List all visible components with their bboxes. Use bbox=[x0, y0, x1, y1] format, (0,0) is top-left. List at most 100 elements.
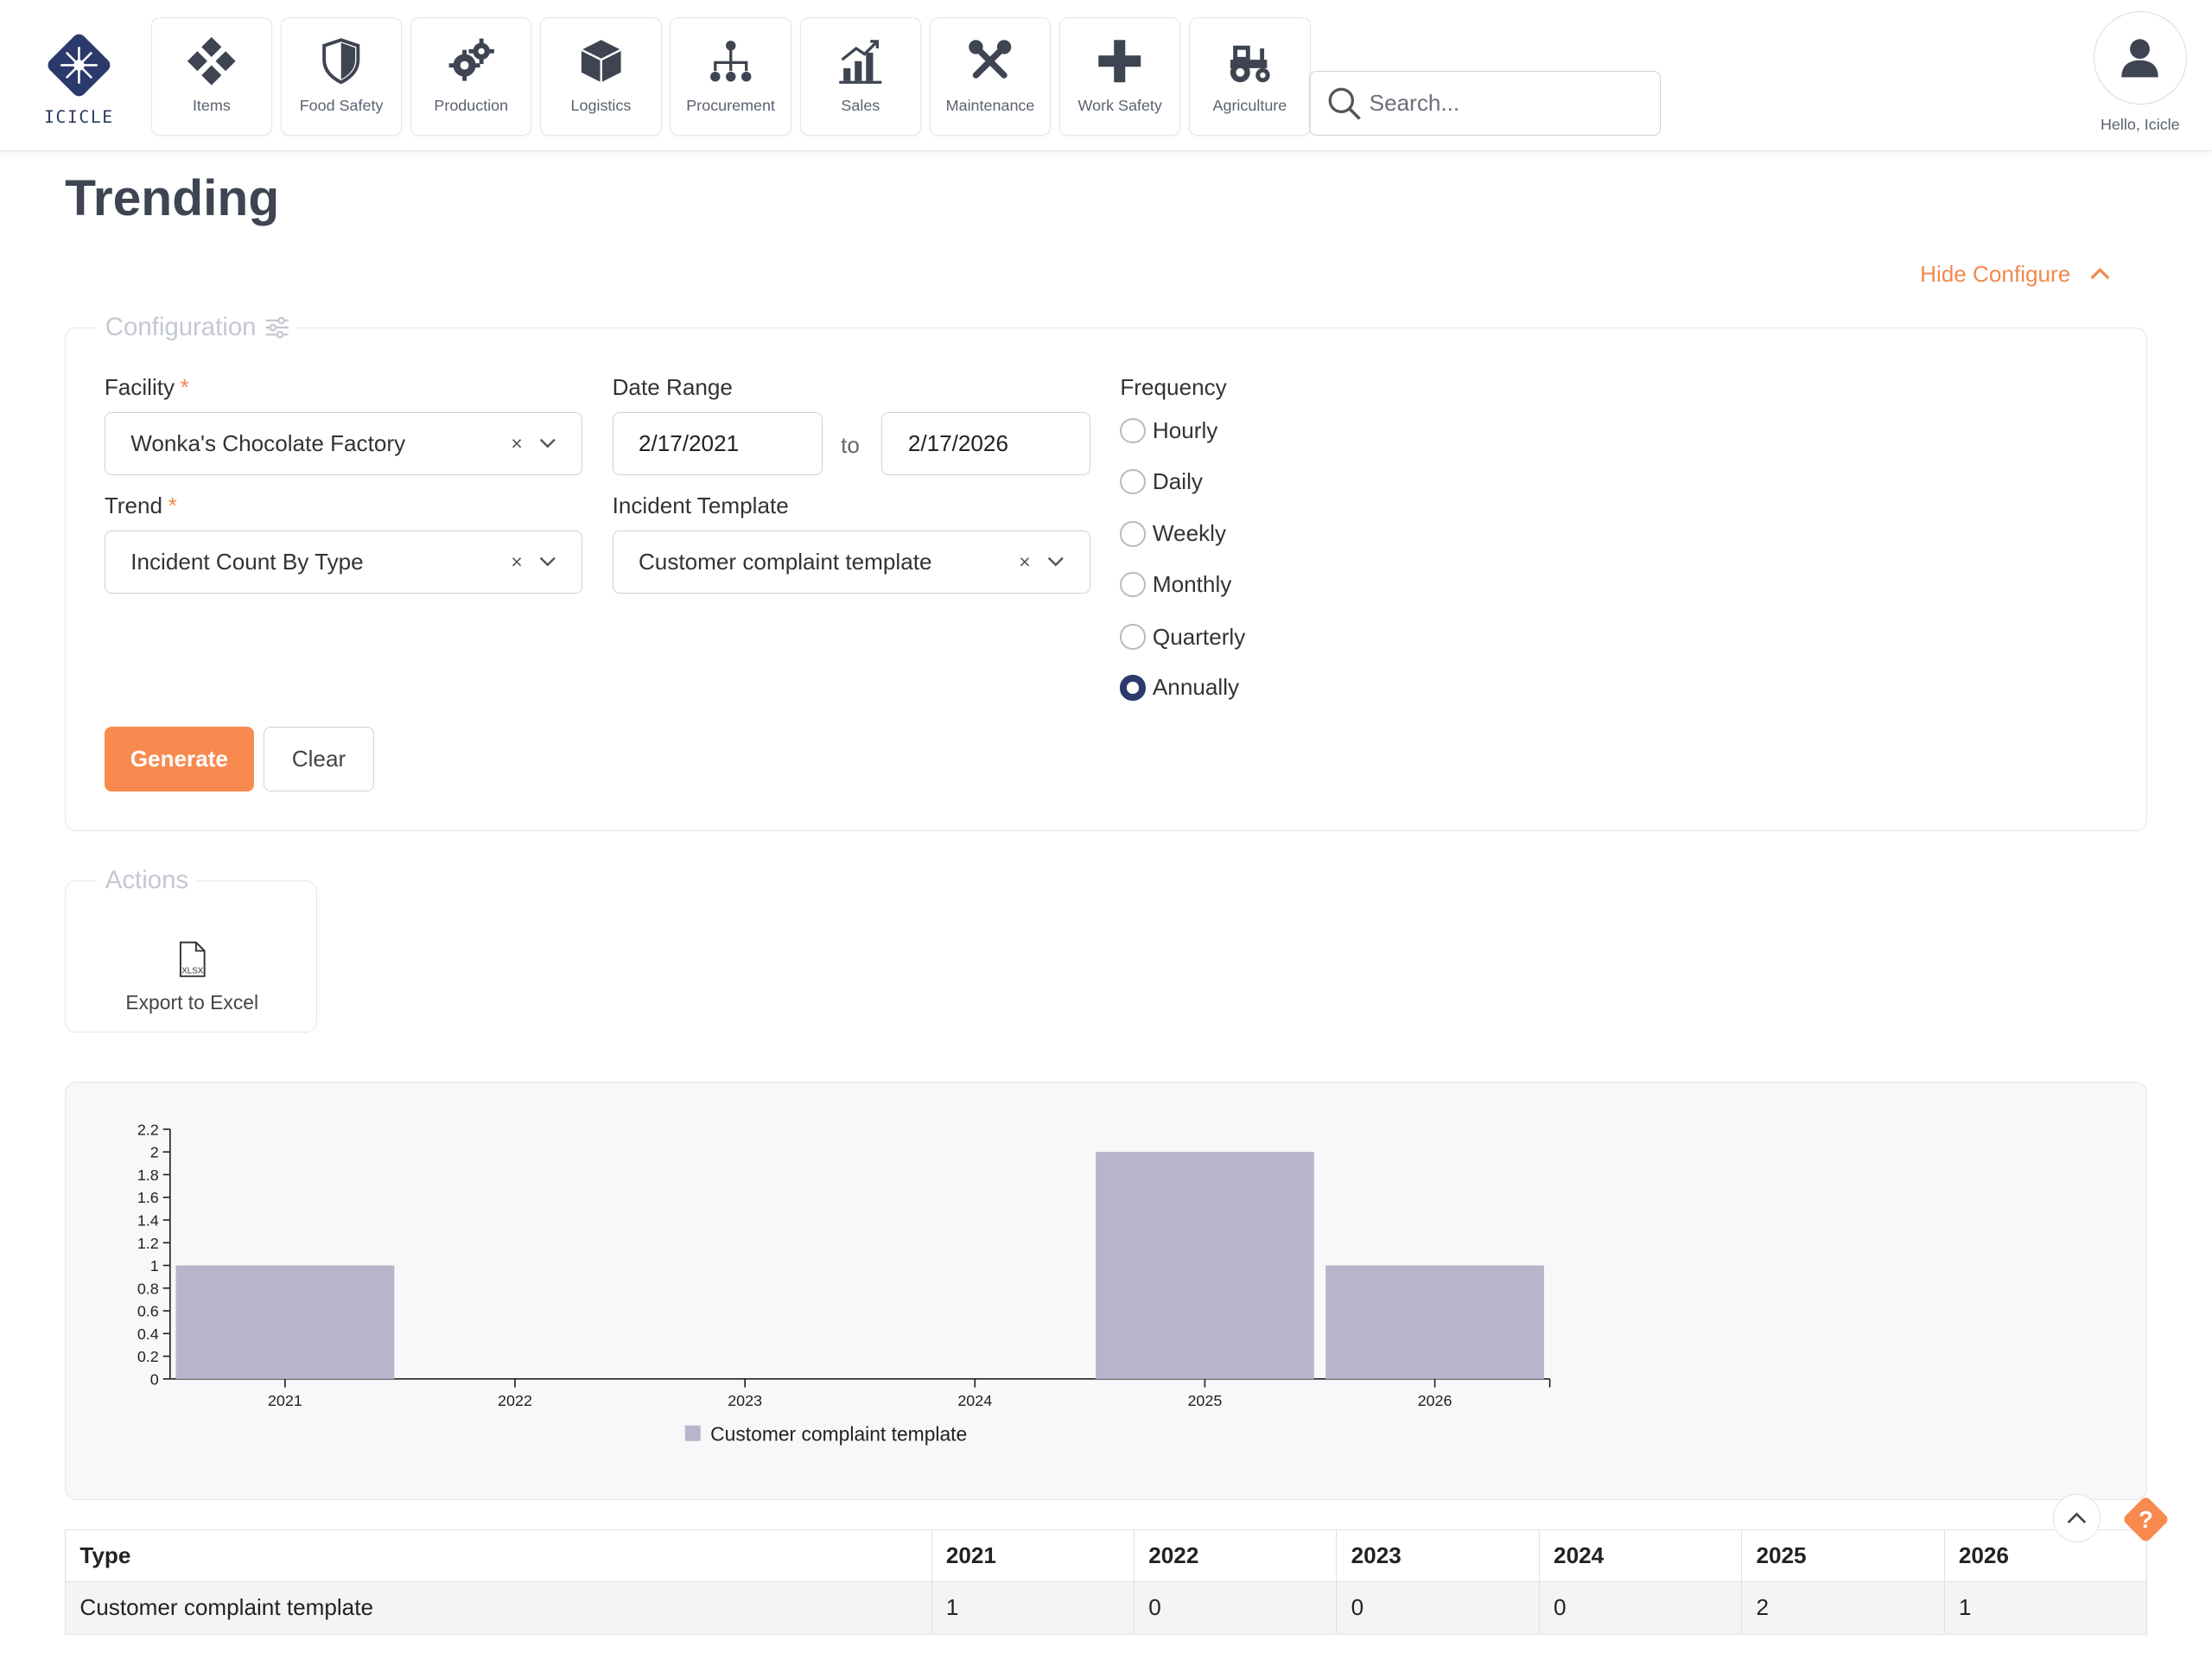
radio-button[interactable] bbox=[1120, 624, 1146, 650]
trend-bar-chart: 0 0.2 0.4 0.6 0.8 1 1.2 1.4 1.6 1.8 2 2.2 2021 2022 20… bbox=[137, 1122, 1551, 1446]
frequency-radio-hourly[interactable]: Hourly bbox=[1120, 417, 1217, 444]
radio-label: Weekly bbox=[1152, 520, 1227, 547]
tools-icon bbox=[969, 40, 1012, 79]
configuration-legend: Configuration bbox=[97, 313, 298, 342]
help-button[interactable]: ? bbox=[2120, 1494, 2171, 1545]
radio-button[interactable] bbox=[1120, 521, 1146, 547]
nav-items[interactable]: Items bbox=[150, 16, 273, 136]
frequency-radio-quarterly[interactable]: Quarterly bbox=[1120, 624, 1245, 651]
hide-configure-label: Hide Configure bbox=[1920, 261, 2071, 288]
clear-template-icon[interactable]: × bbox=[1019, 550, 1031, 574]
y-tick-label: 0.6 bbox=[137, 1303, 159, 1320]
clear-trend-icon[interactable]: × bbox=[511, 550, 523, 574]
user-icon bbox=[2121, 39, 2159, 78]
nav-agriculture[interactable]: Agriculture bbox=[1189, 16, 1311, 136]
items-icon bbox=[188, 37, 236, 86]
radio-button[interactable] bbox=[1120, 418, 1146, 444]
clear-facility-icon[interactable]: × bbox=[511, 431, 523, 454]
table-header: Type bbox=[65, 1529, 932, 1583]
y-tick-label: 1.8 bbox=[137, 1166, 159, 1184]
hide-configure-toggle[interactable]: Hide Configure bbox=[1920, 261, 2110, 288]
x-tick-label: 2025 bbox=[1188, 1392, 1223, 1409]
avatar[interactable] bbox=[2093, 11, 2187, 105]
nav-production[interactable]: Production bbox=[410, 16, 532, 136]
chevron-down-icon[interactable] bbox=[539, 438, 556, 449]
plus-icon bbox=[1098, 40, 1141, 83]
help-symbol: ? bbox=[2139, 1506, 2153, 1533]
app-logo[interactable]: ICICLE bbox=[42, 29, 116, 127]
user-menu[interactable]: Hello, Icicle bbox=[2085, 11, 2195, 134]
nav-logistics[interactable]: Logistics bbox=[540, 16, 662, 136]
y-tick-label: 0 bbox=[150, 1371, 159, 1389]
table-header: 2025 bbox=[1741, 1529, 1945, 1583]
radio-label: Annually bbox=[1152, 674, 1240, 701]
trend-label: Trend * bbox=[105, 493, 177, 519]
search-icon bbox=[1328, 87, 1361, 120]
help-icon: ? bbox=[2124, 1497, 2168, 1541]
frequency-radio-weekly[interactable]: Weekly bbox=[1120, 520, 1226, 547]
date-from-input[interactable]: 2/17/2021 bbox=[612, 411, 823, 476]
chevron-down-icon[interactable] bbox=[1047, 556, 1065, 568]
search-box[interactable] bbox=[1309, 70, 1661, 136]
frequency-radio-annually[interactable]: Annually bbox=[1120, 674, 1239, 701]
frequency-radio-monthly[interactable]: Monthly bbox=[1120, 571, 1231, 598]
frequency-radio-daily[interactable]: Daily bbox=[1120, 468, 1203, 495]
box-icon bbox=[581, 40, 621, 83]
table-header: 2024 bbox=[1538, 1529, 1743, 1583]
nav-label: Production bbox=[434, 96, 509, 114]
nav-procurement[interactable]: Procurement bbox=[670, 16, 791, 136]
hierarchy-icon bbox=[709, 41, 752, 82]
table-header: 2023 bbox=[1336, 1529, 1540, 1583]
actions-title: Actions bbox=[105, 866, 189, 895]
radio-button-selected[interactable] bbox=[1120, 675, 1146, 701]
radio-label: Quarterly bbox=[1152, 623, 1246, 650]
trend-value: Incident Count By Type bbox=[130, 549, 364, 575]
y-tick-label: 0.2 bbox=[137, 1348, 159, 1365]
chart-bar bbox=[1096, 1152, 1314, 1380]
table-cell: Customer complaint template bbox=[65, 1581, 932, 1635]
nav-work-safety[interactable]: Work Safety bbox=[1059, 16, 1181, 136]
chevron-up-icon bbox=[2067, 1512, 2087, 1524]
radio-label: Hourly bbox=[1152, 417, 1218, 444]
y-tick-label: 1.6 bbox=[137, 1189, 159, 1206]
search-input[interactable] bbox=[1369, 89, 1637, 117]
clear-button[interactable]: Clear bbox=[264, 726, 374, 791]
chevron-down-icon[interactable] bbox=[539, 556, 556, 568]
table-cell: 0 bbox=[1538, 1581, 1743, 1635]
nav-food-safety[interactable]: Food Safety bbox=[280, 16, 403, 136]
radio-button[interactable] bbox=[1120, 572, 1146, 598]
generate-button[interactable]: Generate bbox=[104, 726, 254, 791]
export-to-excel-button[interactable]: XLSX Export to Excel bbox=[66, 941, 318, 1015]
y-tick-label: 2 bbox=[150, 1144, 159, 1161]
required-mark: * bbox=[180, 373, 189, 400]
facility-select[interactable]: Wonka's Chocolate Factory × bbox=[104, 411, 583, 476]
page-title: Trending bbox=[65, 169, 280, 226]
radio-button[interactable] bbox=[1120, 468, 1146, 495]
incident-template-select[interactable]: Customer complaint template × bbox=[612, 530, 1091, 594]
table-cell: 0 bbox=[1336, 1581, 1540, 1635]
x-tick-label: 2022 bbox=[498, 1392, 532, 1409]
top-navigation-bar: ICICLE Items Food Safety Production Logi… bbox=[0, 0, 2212, 151]
configuration-title: Configuration bbox=[105, 313, 257, 342]
table-cell: 1 bbox=[1943, 1581, 2147, 1635]
chart-up-icon bbox=[839, 40, 882, 85]
logo-text: ICICLE bbox=[44, 107, 114, 128]
nav-sales[interactable]: Sales bbox=[799, 16, 922, 136]
nav-label: Procurement bbox=[686, 96, 775, 114]
user-greeting: Hello, Icicle bbox=[2100, 115, 2180, 133]
nav-label: Food Safety bbox=[299, 96, 384, 114]
scroll-to-top-button[interactable] bbox=[2052, 1494, 2101, 1542]
x-tick-label: 2021 bbox=[268, 1392, 302, 1409]
y-tick-label: 2.2 bbox=[137, 1122, 159, 1139]
x-tick-label: 2026 bbox=[1418, 1392, 1452, 1409]
table-header: 2026 bbox=[1943, 1529, 2147, 1583]
nav-label: Work Safety bbox=[1077, 96, 1162, 114]
facility-value: Wonka's Chocolate Factory bbox=[130, 429, 406, 456]
trend-select[interactable]: Incident Count By Type × bbox=[104, 530, 583, 594]
table-header: 2022 bbox=[1133, 1529, 1338, 1583]
nav-maintenance[interactable]: Maintenance bbox=[929, 16, 1052, 136]
nav-label: Items bbox=[192, 96, 231, 114]
x-tick-label: 2024 bbox=[957, 1392, 992, 1409]
date-to-input[interactable]: 2/17/2026 bbox=[881, 411, 1091, 476]
actions-panel: Actions XLSX Export to Excel bbox=[65, 866, 318, 1033]
